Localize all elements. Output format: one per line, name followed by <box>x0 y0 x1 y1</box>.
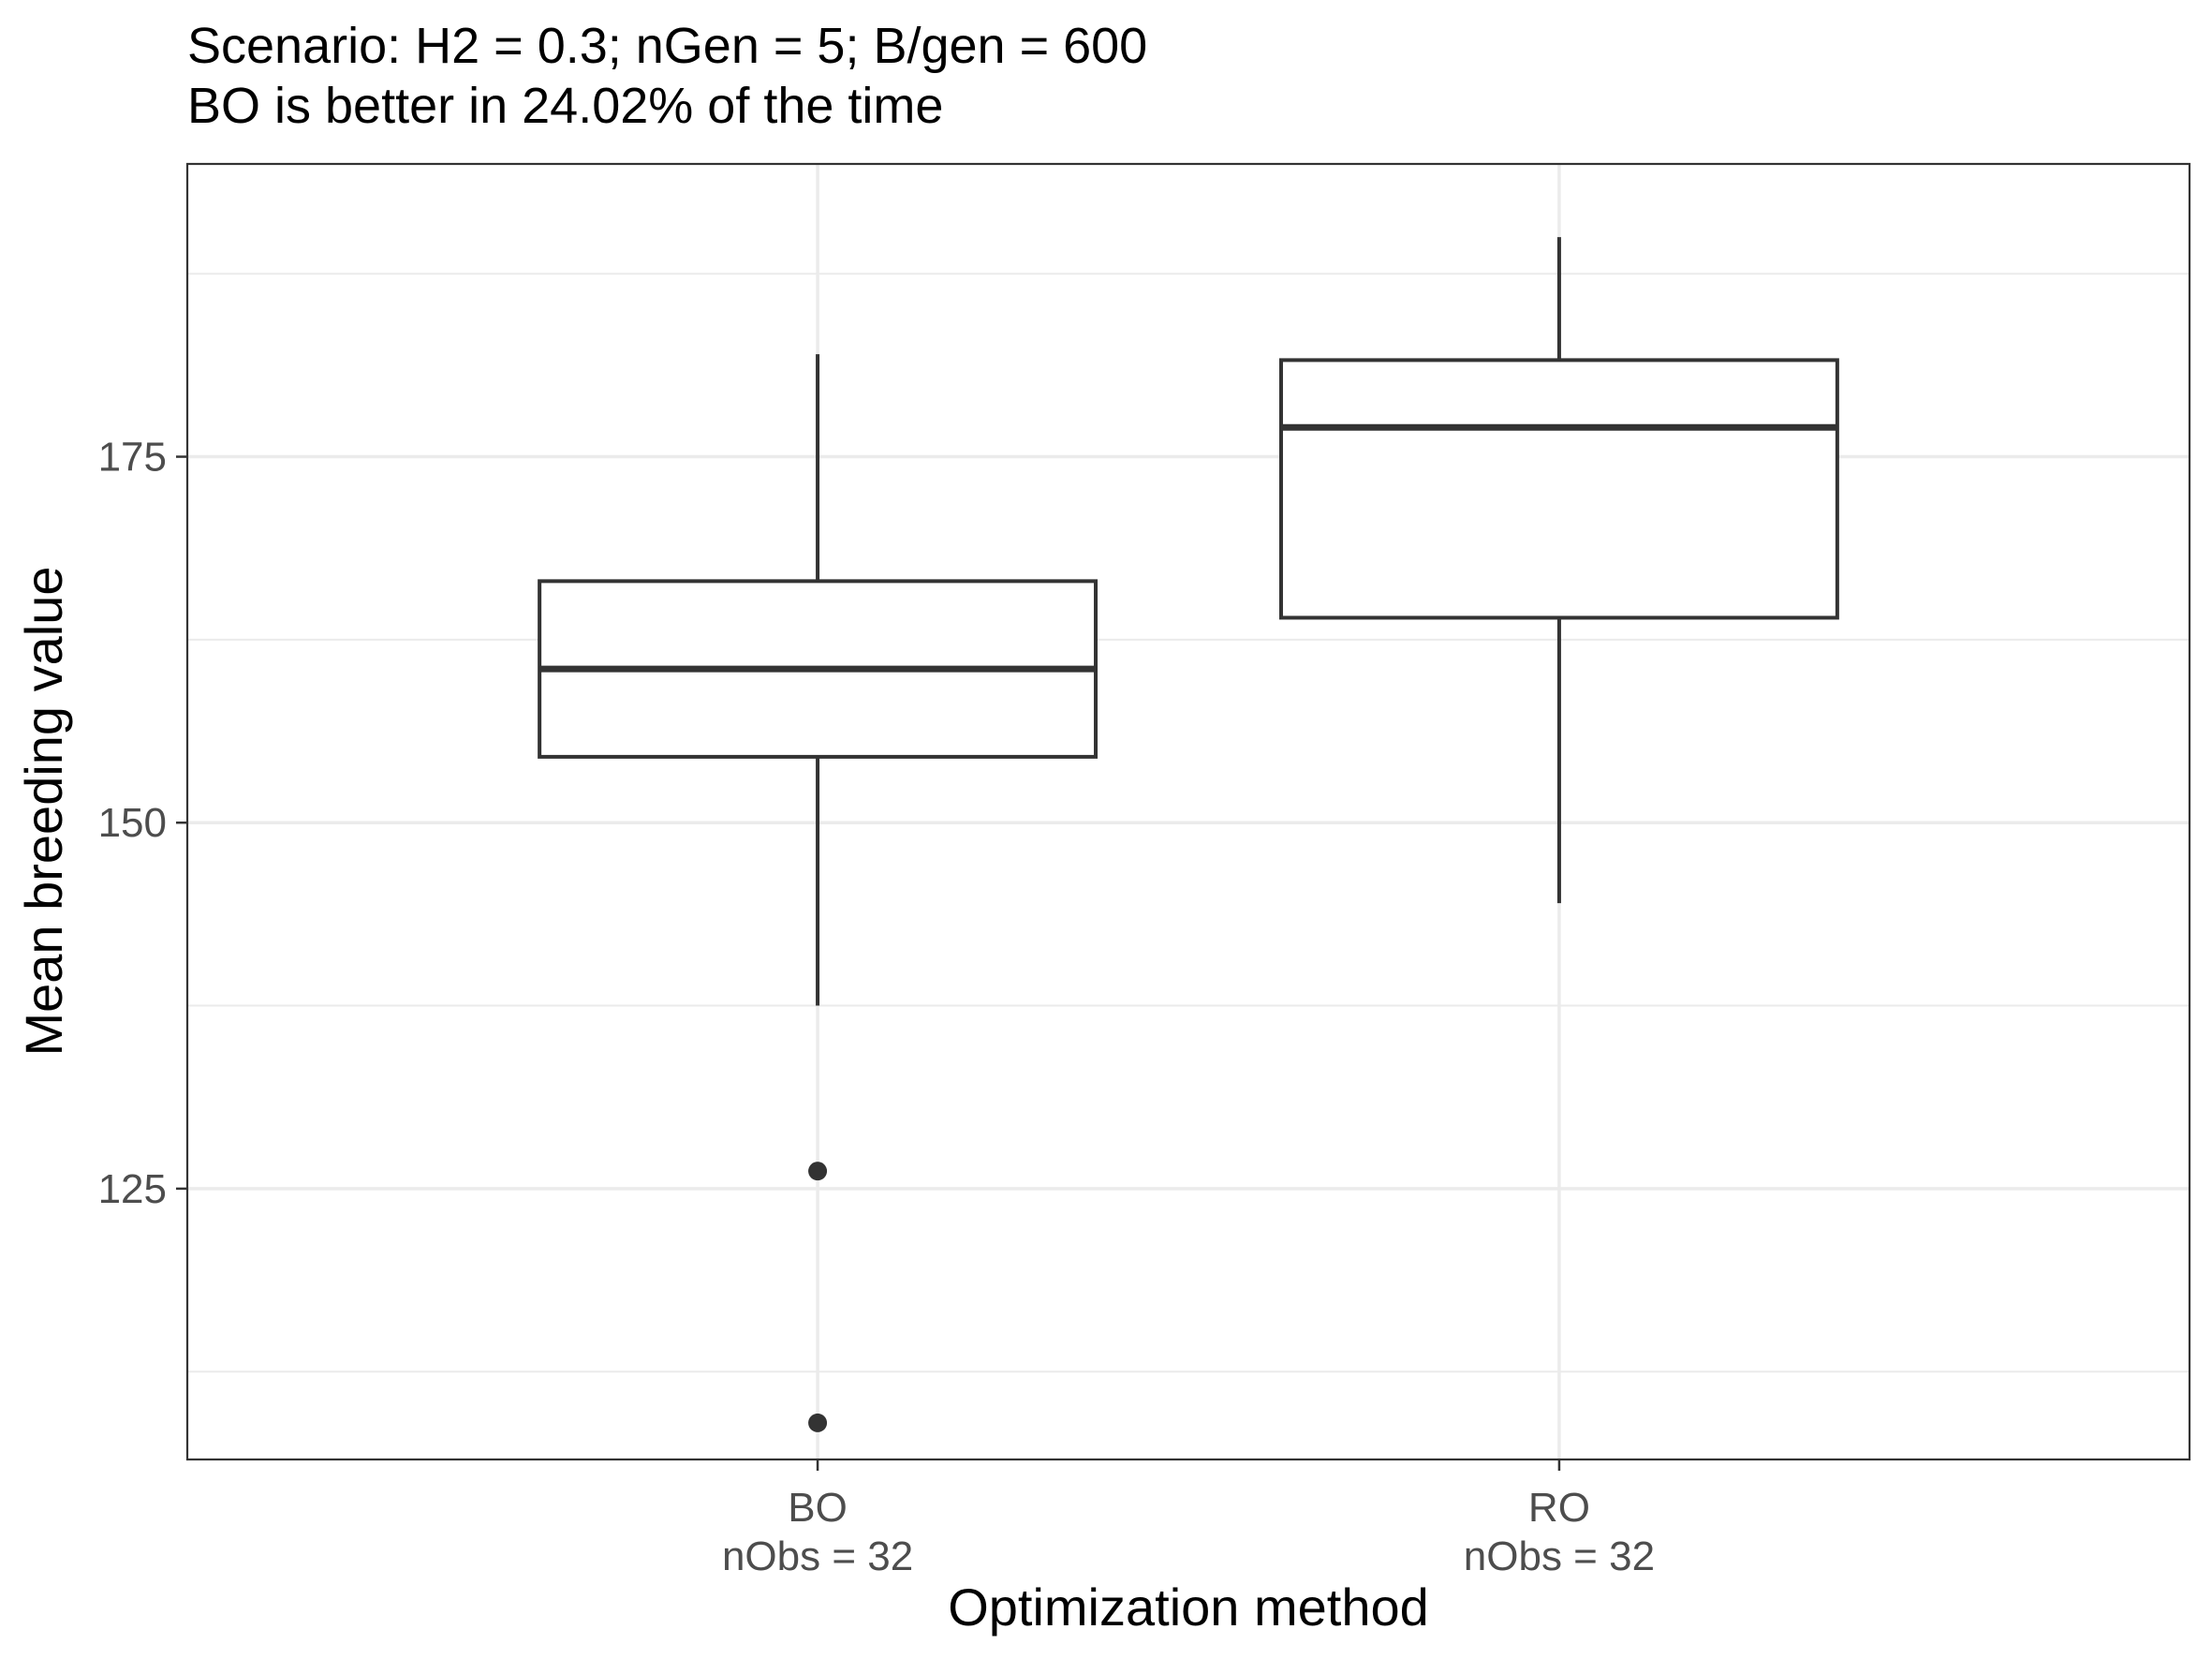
y-tick-label: 150 <box>98 800 167 846</box>
outlier-point <box>808 1162 828 1181</box>
chart-title: Scenario: H2 = 0.3; nGen = 5; B/gen = 60… <box>187 18 1147 74</box>
x-axis-title: Optimization method <box>948 1578 1429 1637</box>
chart-subtitle: BO is better in 24.02% of the time <box>187 78 943 134</box>
grid-lines <box>187 164 2190 1459</box>
x-tick-sublabel: nObs = 32 <box>722 1533 913 1579</box>
y-tick-label: 175 <box>98 435 167 481</box>
box-plots <box>538 237 1839 1432</box>
iqr-box <box>1278 358 1839 620</box>
y-tick-label: 125 <box>98 1166 167 1212</box>
panel-border <box>185 162 2191 1461</box>
x-tick-label: BO <box>788 1485 848 1531</box>
boxplot-ro <box>1278 237 1839 904</box>
x-tick-label: RO <box>1528 1485 1590 1531</box>
outlier-point <box>808 1413 828 1432</box>
x-tick-sublabel: nObs = 32 <box>1464 1533 1655 1579</box>
boxplot-bo <box>538 354 1099 1432</box>
y-axis-title: Mean breeding value <box>14 566 73 1056</box>
